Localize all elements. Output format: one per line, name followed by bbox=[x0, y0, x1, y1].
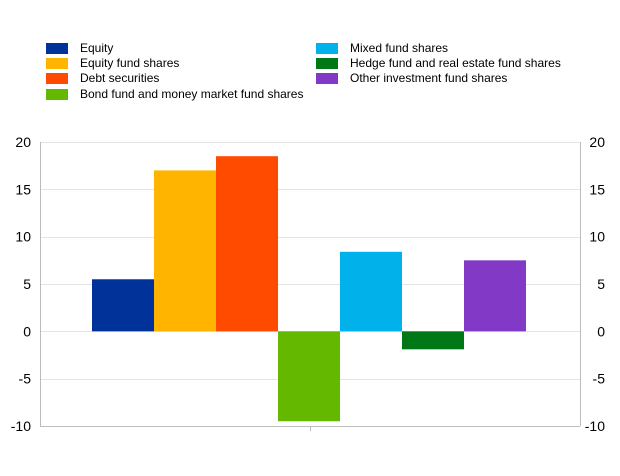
legend-swatch-hedge-real-estate bbox=[316, 57, 338, 69]
legend-swatch-mixed-fund-shares bbox=[316, 42, 338, 54]
y-tick-label-right: 10 bbox=[589, 229, 605, 245]
bar bbox=[92, 279, 154, 332]
legend-item-equity-fund-shares: Equity fund shares bbox=[46, 55, 179, 71]
y-tick-label-right: 20 bbox=[589, 134, 605, 150]
legend-swatch-debt-securities bbox=[46, 72, 68, 84]
y-tick-label-right: 15 bbox=[589, 181, 605, 197]
legend-item-hedge-real-estate: Hedge fund and real estate fund shares bbox=[316, 55, 561, 71]
legend-item-other-investment-fund: Other investment fund shares bbox=[316, 70, 507, 86]
bar bbox=[340, 251, 402, 332]
legend-label-mixed-fund-shares: Mixed fund shares bbox=[350, 41, 449, 55]
y-tick-label-left: 5 bbox=[23, 276, 31, 292]
legend-label-bond-mmf-shares: Bond fund and money market fund shares bbox=[80, 87, 304, 101]
bar bbox=[278, 331, 340, 422]
y-tick-label-left: 20 bbox=[15, 134, 31, 150]
legend-item-bond-mmf-shares: Bond fund and money market fund shares bbox=[46, 86, 303, 102]
legend-item-debt-securities: Debt securities bbox=[46, 70, 159, 86]
y-tick-label-left: -10 bbox=[11, 418, 31, 434]
legend-swatch-other-investment-fund bbox=[316, 72, 338, 84]
y-tick-label-left: 10 bbox=[15, 229, 31, 245]
legend-swatch-equity-fund-shares bbox=[46, 57, 68, 69]
bar bbox=[464, 260, 526, 332]
y-tick-label-right: 0 bbox=[597, 323, 605, 339]
y-tick-label-right: -5 bbox=[593, 371, 606, 387]
legend-item-mixed-fund-shares: Mixed fund shares bbox=[316, 40, 448, 56]
y-tick-label-left: 0 bbox=[23, 323, 31, 339]
legend: Equity Equity fund shares Debt securitie… bbox=[46, 40, 606, 104]
legend-swatch-bond-mmf-shares bbox=[46, 88, 68, 100]
legend-swatch-equity bbox=[46, 42, 68, 54]
bar bbox=[154, 170, 216, 332]
legend-label-equity-fund-shares: Equity fund shares bbox=[80, 56, 180, 70]
y-tick-label-right: -10 bbox=[585, 418, 605, 434]
y-tick-label-left: -5 bbox=[19, 371, 32, 387]
legend-label-other-investment-fund: Other investment fund shares bbox=[350, 71, 508, 85]
legend-label-equity: Equity bbox=[80, 41, 114, 55]
legend-label-hedge-real-estate: Hedge fund and real estate fund shares bbox=[350, 56, 561, 70]
y-tick-label-left: 15 bbox=[15, 181, 31, 197]
legend-label-debt-securities: Debt securities bbox=[80, 71, 160, 85]
bar bbox=[216, 156, 278, 332]
y-tick-label-right: 5 bbox=[597, 276, 605, 292]
bar bbox=[402, 331, 464, 350]
legend-item-equity: Equity bbox=[46, 40, 113, 56]
